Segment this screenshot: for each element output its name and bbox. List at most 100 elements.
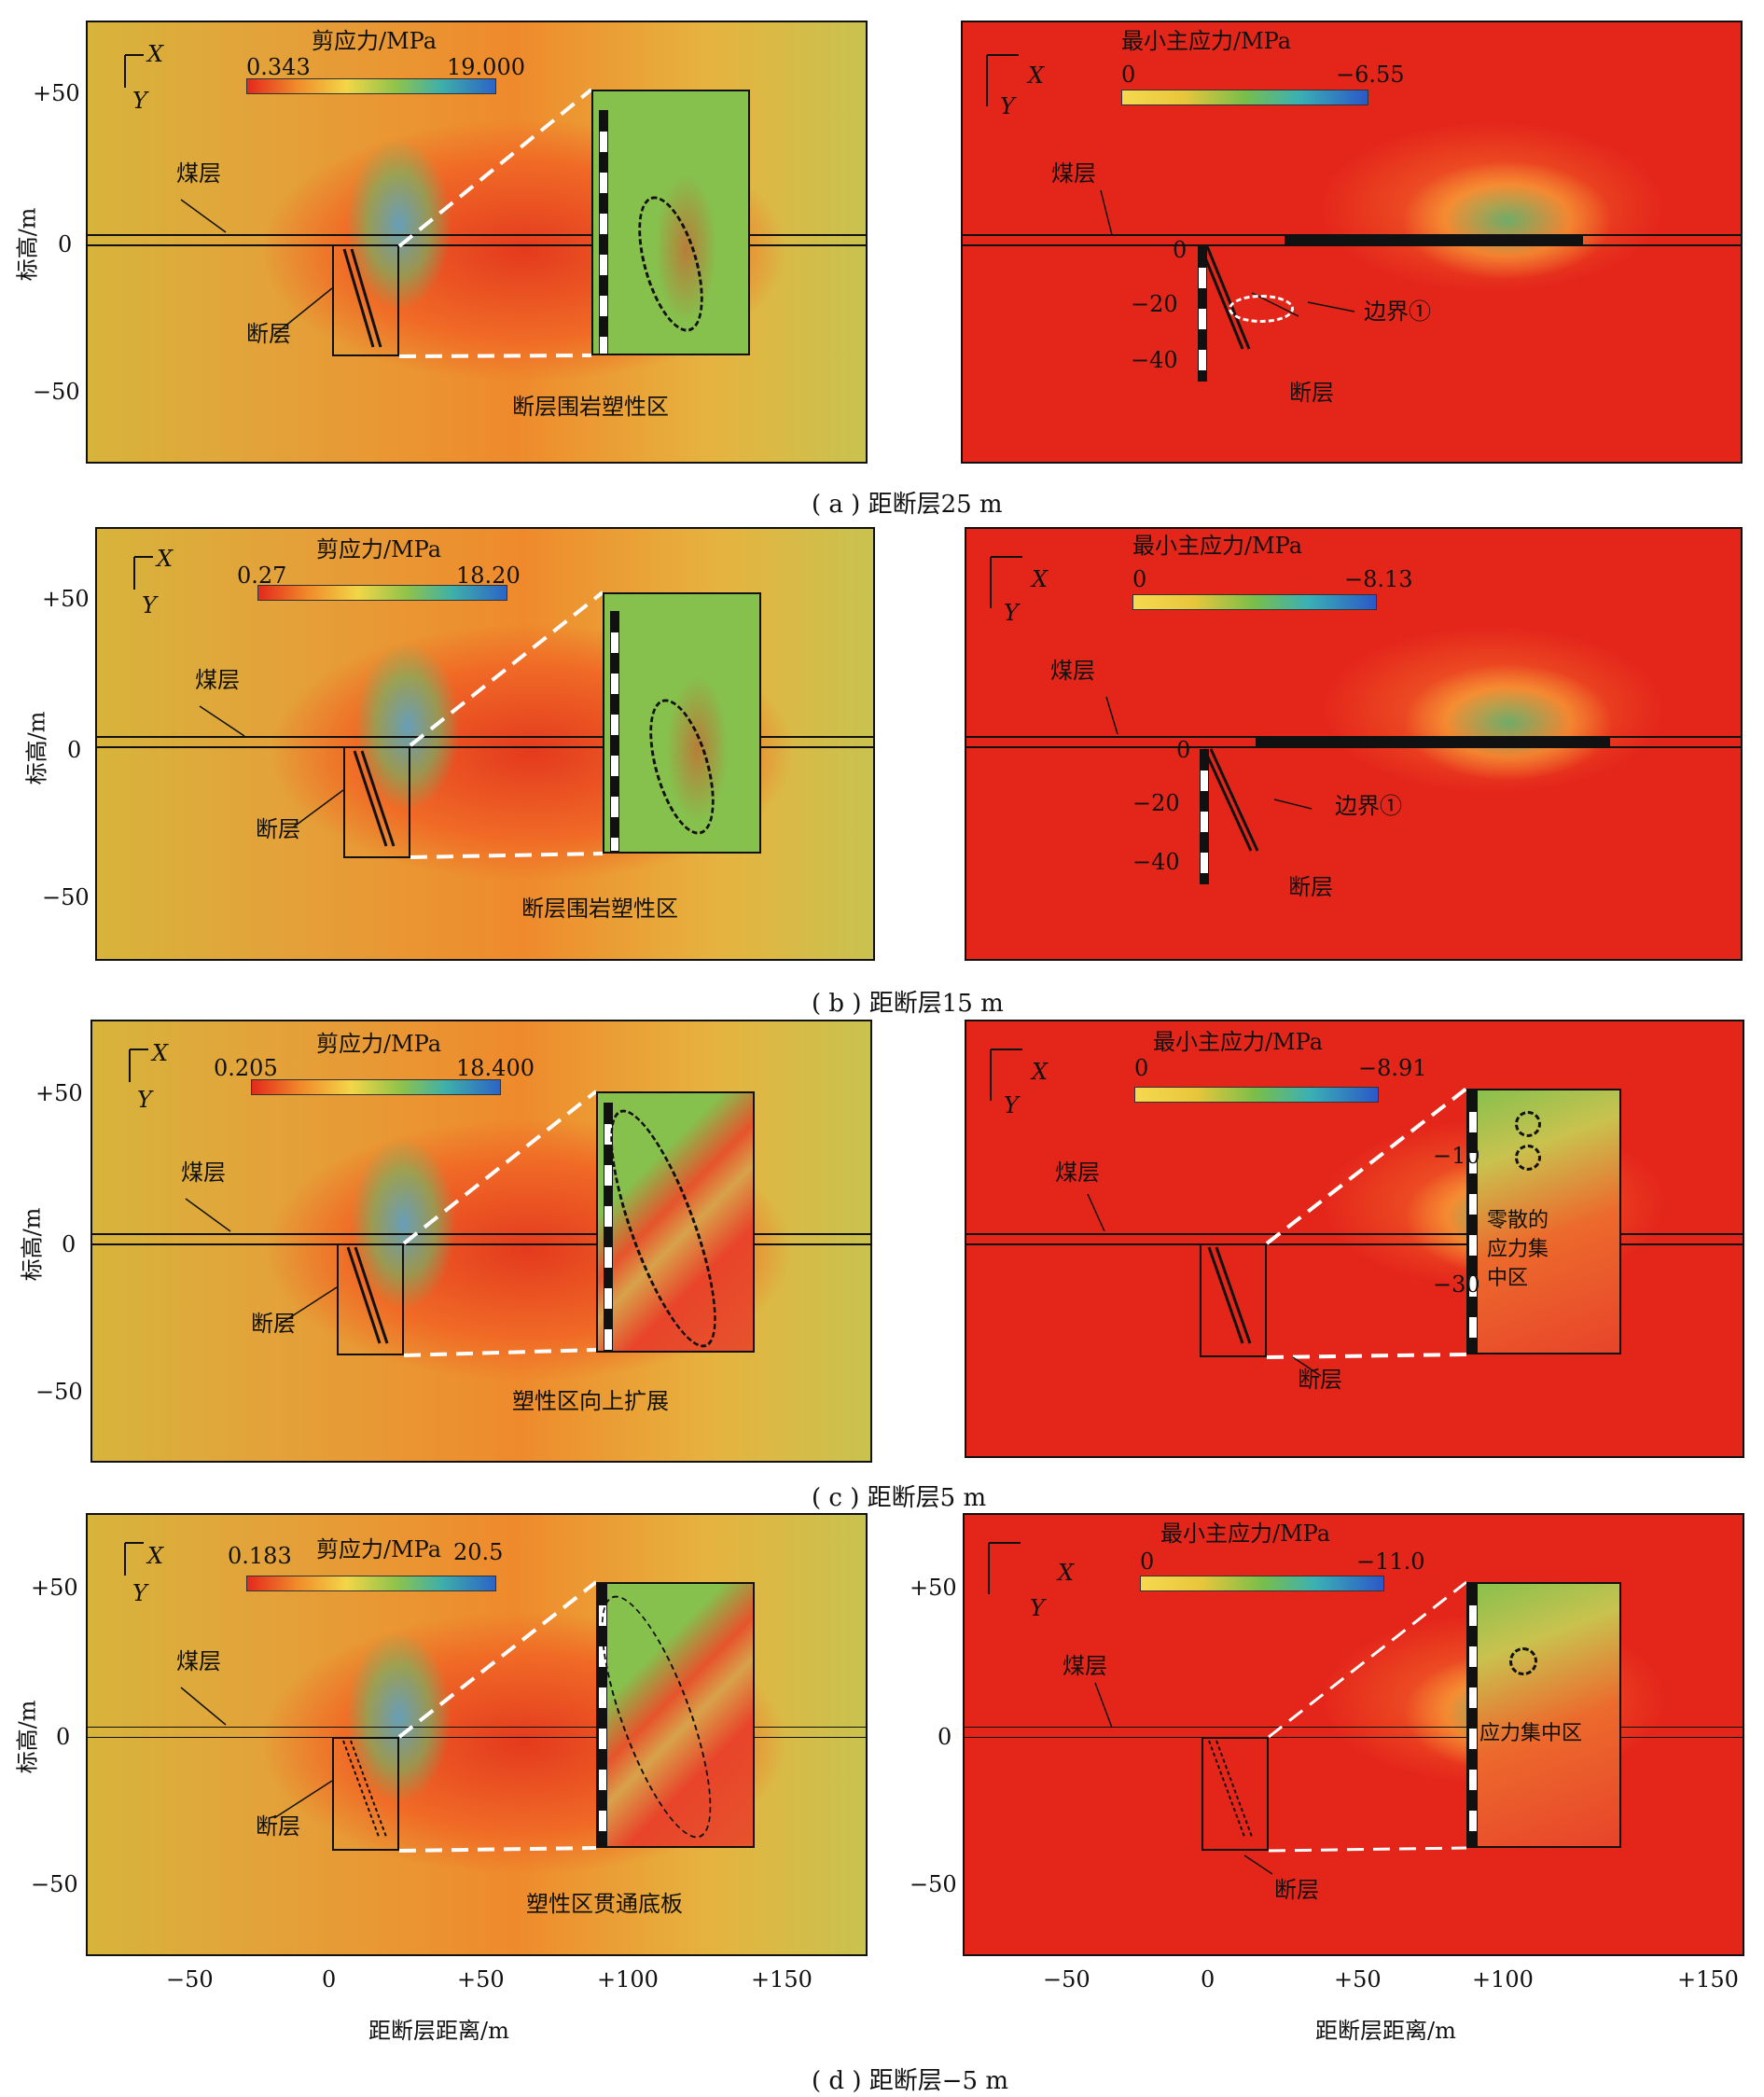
colorbar-title: 剪应力/MPa bbox=[316, 536, 442, 562]
inset-tick: −30 bbox=[1433, 1271, 1480, 1298]
coal-seam-label: 煤层 bbox=[195, 667, 240, 693]
axis-y-label: Y bbox=[1000, 93, 1015, 119]
min-principal-stress-plot-b: 最小主应力/MPa 0 −8.13 X Y 煤层 断层 边界① 0 −20 −4… bbox=[965, 527, 1743, 961]
y-tick: +50 bbox=[910, 1575, 957, 1601]
fault-label: 断层 bbox=[1288, 874, 1333, 900]
shear-stress-plot-c: 剪应力/MPa 0.205 18.400 X Y 煤层 断层 塑性区向上扩展 bbox=[90, 1020, 872, 1463]
colorbar-min: 0 bbox=[1140, 1548, 1155, 1575]
x-tick: +50 bbox=[1334, 1966, 1382, 1993]
axis-x-label: X bbox=[152, 1040, 169, 1066]
fault-label: 断层 bbox=[256, 816, 300, 842]
caption-a: ( a ) 距断层25 m bbox=[812, 491, 1003, 519]
y-tick: −50 bbox=[35, 1379, 83, 1405]
x-tick: −50 bbox=[1043, 1966, 1090, 1993]
y-axis-title: 标高/m bbox=[23, 711, 50, 785]
x-axis-title: 距断层距离/m bbox=[1315, 2018, 1456, 2044]
axis-y-label: Y bbox=[1004, 600, 1019, 626]
y-tick: +50 bbox=[42, 586, 90, 612]
inset-tick: −10 bbox=[1433, 1143, 1480, 1169]
inset-plot bbox=[603, 592, 761, 854]
colorbar-title: 最小主应力/MPa bbox=[1132, 533, 1303, 559]
plastic-zone-label: 断层围岩塑性区 bbox=[521, 896, 678, 922]
y-tick: 0 bbox=[62, 1231, 76, 1257]
colorbar-max: −6.55 bbox=[1336, 62, 1405, 88]
colorbar bbox=[251, 1079, 501, 1095]
y-tick: 0 bbox=[58, 231, 73, 257]
boundary-label: 边界① bbox=[1335, 793, 1402, 819]
x-tick: 0 bbox=[1201, 1966, 1215, 1993]
y-tick: 0 bbox=[67, 737, 82, 763]
x-axis-title: 距断层距离/m bbox=[368, 2018, 509, 2044]
colorbar bbox=[1134, 1087, 1379, 1103]
plastic-zone-label: 塑性区向上扩展 bbox=[512, 1388, 669, 1414]
colorbar-title: 最小主应力/MPa bbox=[1160, 1521, 1331, 1547]
min-principal-stress-plot-c: 零散的 应力集 中区 最小主应力/MPa 0 −8.91 X Y 煤层 断层 −… bbox=[965, 1020, 1744, 1458]
colorbar-min: 0 bbox=[1132, 566, 1147, 592]
x-tick: −50 bbox=[166, 1966, 214, 1993]
inset-tick: 0 bbox=[1173, 237, 1188, 263]
inset-tick: −20 bbox=[1132, 790, 1180, 816]
x-tick: +50 bbox=[457, 1966, 505, 1993]
y-axis-title: 标高/m bbox=[19, 1207, 46, 1282]
y-tick: −50 bbox=[31, 1871, 78, 1897]
caption-b: ( b ) 距断层15 m bbox=[812, 990, 1004, 1018]
x-tick: +150 bbox=[1677, 1966, 1739, 1993]
coal-seam-label: 煤层 bbox=[181, 1160, 226, 1186]
min-principal-stress-plot-a: 最小主应力/MPa 0 −6.55 X Y 煤层 断层 边界① 0 −20 −4… bbox=[961, 21, 1743, 464]
colorbar-max: −8.13 bbox=[1344, 566, 1413, 592]
axis-y-label: Y bbox=[132, 1580, 147, 1606]
coal-seam-label: 煤层 bbox=[1063, 1653, 1107, 1679]
y-tick: −50 bbox=[42, 884, 90, 910]
y-tick: −50 bbox=[910, 1871, 957, 1897]
y-tick: 0 bbox=[56, 1724, 71, 1750]
colorbar-max: −8.91 bbox=[1358, 1055, 1427, 1081]
coal-seam-label: 煤层 bbox=[1051, 160, 1096, 187]
inset-tick: −20 bbox=[1131, 291, 1178, 317]
colorbar bbox=[1121, 90, 1368, 105]
inset-tick: 0 bbox=[1176, 737, 1191, 763]
stress-zone-label: 零散的 应力集 中区 bbox=[1487, 1209, 1549, 1290]
y-tick: +50 bbox=[35, 1080, 83, 1106]
shear-stress-plot-b: 剪应力/MPa 0.27 18.20 X Y 煤层 断层 断层围岩塑性区 bbox=[95, 527, 875, 961]
axis-y-label: Y bbox=[1004, 1092, 1019, 1118]
colorbar bbox=[257, 585, 507, 601]
y-tick: 0 bbox=[938, 1724, 952, 1750]
stress-zone-label: 应力集中区 bbox=[1479, 1722, 1583, 1745]
inset-plot: 应力集中区 bbox=[1466, 1582, 1621, 1848]
inset-plot bbox=[591, 90, 750, 355]
y-axis-title: 标高/m bbox=[14, 1700, 41, 1774]
axis-x-label: X bbox=[147, 41, 164, 67]
colorbar-min: 0.343 bbox=[246, 54, 311, 80]
colorbar-max: 18.400 bbox=[456, 1055, 535, 1081]
fault-label: 断层 bbox=[256, 1813, 300, 1840]
coal-seam-label: 煤层 bbox=[1050, 658, 1095, 684]
axis-x-label: X bbox=[1032, 1059, 1049, 1085]
y-axis-title: 标高/m bbox=[14, 207, 41, 282]
colorbar bbox=[246, 78, 496, 94]
colorbar-title: 最小主应力/MPa bbox=[1121, 28, 1292, 54]
plastic-zone-label: 断层围岩塑性区 bbox=[512, 394, 669, 420]
inset-plot bbox=[579, 1582, 755, 1850]
colorbar-max: 18.20 bbox=[456, 562, 521, 589]
fault-label: 断层 bbox=[251, 1311, 296, 1337]
y-tick: −50 bbox=[33, 379, 80, 405]
axis-x-label: X bbox=[147, 1543, 164, 1569]
inset-tick: −40 bbox=[1132, 849, 1180, 875]
colorbar-max: 19.000 bbox=[447, 54, 525, 80]
y-tick: +50 bbox=[31, 1575, 78, 1601]
colorbar-min: 0 bbox=[1134, 1055, 1149, 1081]
colorbar-min: 0 bbox=[1121, 62, 1136, 88]
axis-x-label: X bbox=[157, 546, 174, 572]
colorbar-title: 剪应力/MPa bbox=[316, 1031, 442, 1057]
fault-label: 断层 bbox=[1289, 380, 1334, 406]
colorbar bbox=[1132, 594, 1377, 610]
caption-c: ( c ) 距断层5 m bbox=[812, 1484, 987, 1512]
fault-label: 断层 bbox=[246, 321, 291, 347]
colorbar-min: 0.27 bbox=[237, 562, 287, 589]
x-tick: 0 bbox=[322, 1966, 337, 1993]
inset-tick: −40 bbox=[1131, 347, 1178, 373]
axis-y-label: Y bbox=[142, 592, 157, 618]
colorbar bbox=[246, 1576, 496, 1591]
caption-d: ( d ) 距断层−5 m bbox=[812, 2067, 1008, 2095]
axis-x-label: X bbox=[1058, 1560, 1075, 1586]
